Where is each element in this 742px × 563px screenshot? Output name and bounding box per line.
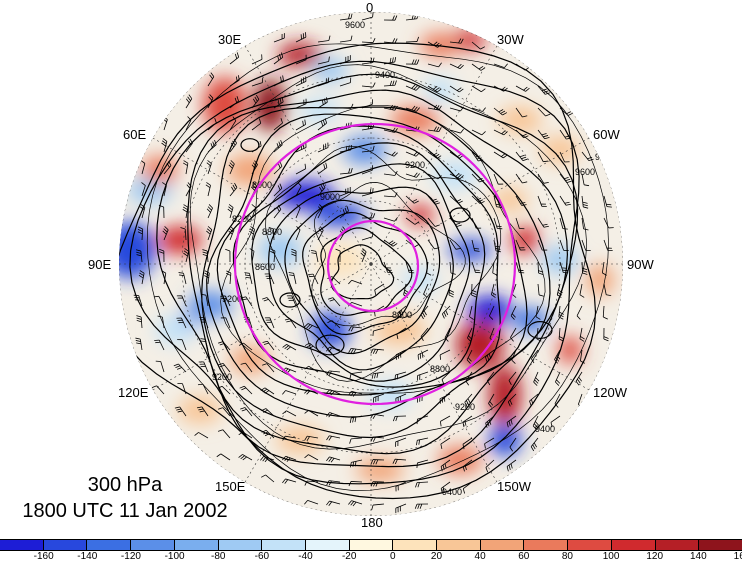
colorbar-tick-label: -160 [34, 551, 54, 562]
colorbar-box [437, 540, 481, 550]
lon-label-120w: 120W [593, 385, 627, 400]
anomaly-blob [586, 264, 614, 296]
colorbar-tick-label: -20 [342, 551, 356, 562]
contour-label: 8600 [255, 262, 275, 272]
contour-label: 9200 [455, 402, 475, 412]
contour-label: 9600 [345, 20, 365, 30]
colorbar-tick-label: 140 [690, 551, 707, 562]
colorbar-box [481, 540, 525, 550]
colorbar-box [524, 540, 568, 550]
colorbar-box [0, 540, 44, 550]
colorbar-tick-label: -80 [211, 551, 225, 562]
contour-label: 8800 [262, 227, 282, 237]
contour-label: 9200 [212, 372, 232, 382]
colorbar-tick-label: -140 [77, 551, 97, 562]
colorbar-tick-label: -40 [298, 551, 312, 562]
pressure-level-title: 300 hPa [0, 474, 250, 497]
colorbar-tick-label: -100 [165, 551, 185, 562]
colorbar-box [568, 540, 612, 550]
colorbar-box [219, 540, 263, 550]
lon-label-0: 0 [366, 0, 373, 15]
anomaly-blob [155, 316, 195, 344]
colorbar-box [656, 540, 700, 550]
contour-label: 9400 [375, 70, 395, 80]
contour-label: 9600 [595, 152, 615, 162]
contour-label: 9600 [575, 167, 595, 177]
lon-label-180: 180 [361, 515, 383, 530]
colorbar-box [393, 540, 437, 550]
colorbar-labels: -160 -140 -120 -100 -80 -60 -40 -20 0 20 40 60 80 100… [0, 551, 742, 563]
colorbar-tick-label: 100 [603, 551, 620, 562]
colorbar-box [175, 540, 219, 550]
colorbar-box [699, 540, 742, 550]
colorbar-tick-label: 0 [390, 551, 396, 562]
contour-label: 8800 [430, 364, 450, 374]
colorbar-tick-label: 120 [646, 551, 663, 562]
valid-time-title: 1800 UTC 11 Jan 2002 [0, 500, 250, 523]
lon-label-90e: 90E [88, 257, 111, 272]
contour-label: 9000 [320, 192, 340, 202]
colorbar-tick-label: 60 [518, 551, 529, 562]
contour-label: 9400 [442, 487, 462, 497]
colorbar-box [131, 540, 175, 550]
colorbar-tick-label: -120 [121, 551, 141, 562]
lon-label-30w: 30W [497, 32, 524, 47]
colorbar-box [612, 540, 656, 550]
anomaly-blob [454, 30, 486, 50]
anomaly-blob [158, 226, 202, 254]
colorbar-tick-label: 80 [562, 551, 573, 562]
lon-label-30e: 30E [218, 32, 241, 47]
lon-label-90w: 90W [627, 257, 654, 272]
contour-label: 9200 [405, 160, 425, 170]
lon-label-60w: 60W [593, 127, 620, 142]
contour-label: 8400 [392, 310, 412, 320]
colorbar-tick-label: 160 [734, 551, 742, 562]
colorbar-box [262, 540, 306, 550]
lon-label-150w: 150W [497, 479, 531, 494]
lon-label-60e: 60E [123, 127, 146, 142]
colorbar [0, 539, 742, 551]
colorbar-box [87, 540, 131, 550]
colorbar-tick-label: 40 [475, 551, 486, 562]
colorbar-tick-label: -60 [255, 551, 269, 562]
colorbar-box [306, 540, 350, 550]
contour-label: 9400 [535, 424, 555, 434]
anomaly-blob [448, 240, 492, 260]
colorbar-box [350, 540, 394, 550]
lon-label-120e: 120E [118, 385, 148, 400]
colorbar-tick-label: 20 [431, 551, 442, 562]
colorbar-box [44, 540, 88, 550]
